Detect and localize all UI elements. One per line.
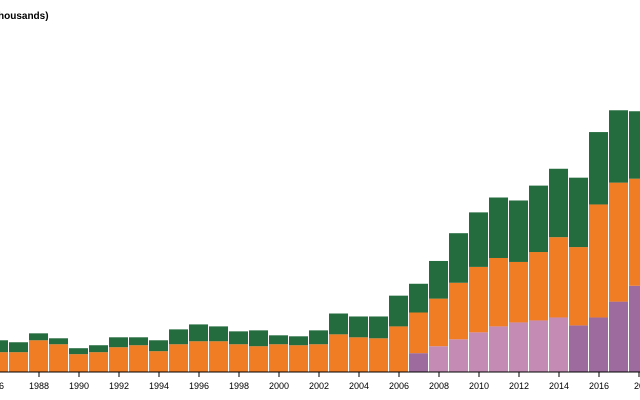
bar-segment-0-2008 <box>429 346 448 372</box>
bar-segment-1-2011 <box>489 257 508 327</box>
y-axis-label: housands) <box>0 11 49 22</box>
bar-segment-1-1996 <box>189 341 208 372</box>
bar-segment-1-1995 <box>169 344 188 372</box>
bar-segment-2-2018 <box>629 111 640 179</box>
x-tick-label: 1994 <box>149 381 169 391</box>
bar-segment-1-2015 <box>569 247 588 326</box>
bar-segment-2-2007 <box>409 283 428 313</box>
bar-segment-0-2017 <box>609 301 628 372</box>
bar-segment-2-1989 <box>49 338 68 345</box>
x-tick-label: 2000 <box>269 381 289 391</box>
bar-segment-2-2010 <box>469 212 488 267</box>
bar-segment-2-1997 <box>209 326 228 342</box>
bar-segment-1-2018 <box>629 178 640 286</box>
bar-segment-1-1987 <box>9 352 28 372</box>
bar-segment-1-2002 <box>309 344 328 372</box>
bar-segment-0-2012 <box>509 322 528 372</box>
bar-segment-0-2011 <box>489 326 508 372</box>
bar-segment-2-2003 <box>329 313 348 335</box>
bar-segment-0-2015 <box>569 325 588 372</box>
bar-segment-2-2013 <box>529 185 548 253</box>
x-tick-label: 2004 <box>349 381 369 391</box>
bar-segment-2-2002 <box>309 330 328 345</box>
bar-segment-2-1996 <box>189 324 208 342</box>
bar-segment-2-2014 <box>549 168 568 238</box>
bar-segment-2-2009 <box>449 233 468 283</box>
bar-segment-1-1986 <box>0 352 8 372</box>
bar-segment-0-2018 <box>629 285 640 372</box>
bar-segment-1-2000 <box>269 344 288 372</box>
bar-segment-1-2007 <box>409 312 428 354</box>
x-tick-label: 1998 <box>229 381 249 391</box>
bar-segment-2-2001 <box>289 336 308 346</box>
bar-segment-1-1989 <box>49 344 68 372</box>
bar-segment-1-1990 <box>69 354 88 372</box>
bar-segment-1-2005 <box>369 338 388 372</box>
bar-segment-0-2013 <box>529 320 548 372</box>
x-tick-label: 1988 <box>29 381 49 391</box>
bar-segment-2-2011 <box>489 197 508 258</box>
bar-segment-0-2014 <box>549 317 568 372</box>
bar-segment-2-1993 <box>129 337 148 346</box>
bar-segment-1-1994 <box>149 351 168 372</box>
bar-segment-2-1998 <box>229 331 248 345</box>
bar-segment-1-2001 <box>289 345 308 372</box>
bar-segment-2-2015 <box>569 177 588 248</box>
bar-segment-1-1992 <box>109 347 128 372</box>
bar-segment-1-2010 <box>469 266 488 333</box>
bar-segment-0-2007 <box>409 353 428 372</box>
x-tick-label: 1996 <box>189 381 209 391</box>
bar-segment-0-2010 <box>469 332 488 372</box>
bar-segment-1-2012 <box>509 261 528 323</box>
x-tick-label: 2010 <box>469 381 489 391</box>
x-axis-ticks: 86 1988 1990 1992 1994 1996 1998 2000 2002 2004 20… <box>0 372 640 391</box>
bar-segment-0-2016 <box>589 317 608 372</box>
x-tick-label: 1990 <box>69 381 89 391</box>
bar-segment-1-1998 <box>229 344 248 372</box>
bar-segment-2-2012 <box>509 200 528 262</box>
bar-segment-2-1999 <box>249 330 268 347</box>
bar-segment-2-2005 <box>369 316 388 339</box>
bar-segment-2-1992 <box>109 337 128 348</box>
bars-layer <box>0 110 640 372</box>
x-tick-label: 2008 <box>429 381 449 391</box>
bar-segment-2-1987 <box>9 342 28 353</box>
bar-segment-0-2009 <box>449 339 468 372</box>
bar-segment-2-2017 <box>609 110 628 183</box>
bar-segment-2-1986 <box>0 340 8 353</box>
bar-segment-1-2008 <box>429 298 448 347</box>
bar-segment-1-2004 <box>349 337 368 372</box>
bar-segment-2-1991 <box>89 345 108 353</box>
x-tick-label: 2002 <box>309 381 329 391</box>
bar-segment-2-1988 <box>29 333 48 341</box>
x-tick-label: 2012 <box>509 381 529 391</box>
bar-segment-1-1997 <box>209 341 228 372</box>
bar-segment-1-2009 <box>449 282 468 340</box>
x-tick-label: 2006 <box>389 381 409 391</box>
bar-segment-2-2008 <box>429 260 448 299</box>
bar-segment-1-2006 <box>389 326 408 372</box>
bar-segment-1-2016 <box>589 204 608 318</box>
x-tick-label: 20 <box>634 381 640 391</box>
bar-segment-1-2017 <box>609 182 628 302</box>
x-tick-label: 2016 <box>589 381 609 391</box>
bar-segment-1-2013 <box>529 252 548 321</box>
x-tick-label: 1992 <box>109 381 129 391</box>
x-tick-label: 2014 <box>549 381 569 391</box>
bar-segment-1-1999 <box>249 346 268 372</box>
bar-segment-1-2014 <box>549 237 568 318</box>
bar-segment-1-1993 <box>129 345 148 372</box>
bar-segment-1-2003 <box>329 334 348 372</box>
bar-segment-2-2000 <box>269 335 288 345</box>
bar-segment-2-2004 <box>349 316 368 338</box>
bar-segment-1-1991 <box>89 352 108 372</box>
bar-segment-2-1994 <box>149 340 168 352</box>
bar-segment-2-2006 <box>389 295 408 327</box>
bar-segment-2-1990 <box>69 348 88 355</box>
x-tick-label: 86 <box>0 381 4 391</box>
bar-segment-1-1988 <box>29 340 48 372</box>
bar-segment-2-2016 <box>589 132 608 205</box>
bar-segment-2-1995 <box>169 329 188 345</box>
